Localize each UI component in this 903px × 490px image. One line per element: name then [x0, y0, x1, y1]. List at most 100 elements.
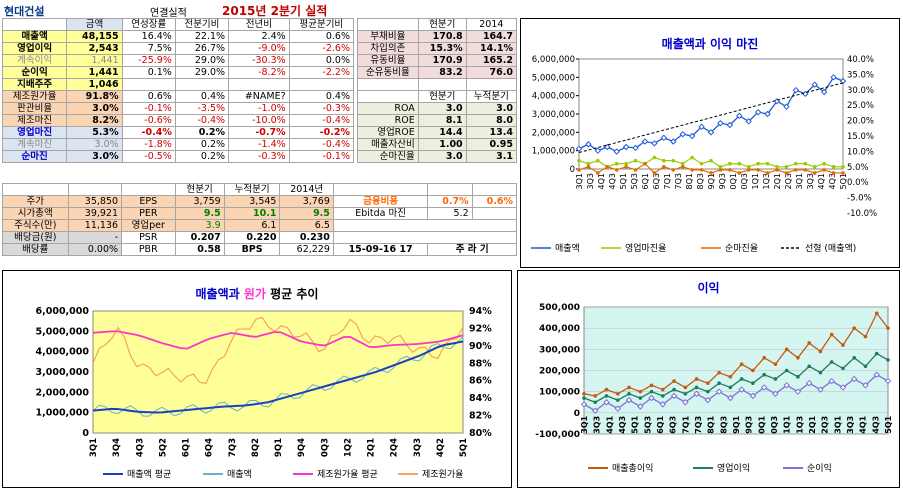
value-cell: 9.5 [279, 207, 334, 220]
x-tick-label: 7Q3 [694, 416, 703, 434]
metric-label: EPS [121, 195, 176, 208]
y-tick-label: 6,000,000 [36, 306, 90, 317]
data-point-revenue [764, 110, 771, 118]
series-line-op-margin-point [662, 158, 666, 163]
row-label: ROE [357, 113, 419, 127]
x-tick-label: 3Q1 [89, 438, 99, 457]
value-cell: #NAME? [228, 90, 290, 103]
y2-tick-label: 20.0% [847, 117, 874, 127]
x-tick-label: 9Q1 [707, 173, 716, 189]
y-tick-label: 300,000 [539, 345, 580, 355]
x-tick-label: 9Q4 [297, 438, 307, 457]
x-tick-label: 5Q1 [884, 415, 893, 433]
series-line-net-margin-point [737, 171, 742, 175]
data-point-1 [762, 372, 766, 377]
y-tick-label: 0 [82, 428, 89, 439]
x-tick-label: 7Q1 [663, 173, 672, 189]
row-label: 계속이익 [1, 54, 68, 67]
value-cell: 11,136 [67, 219, 123, 232]
value-cell: -0.5% [121, 150, 176, 163]
x-tick-label: 8Q3 [719, 416, 728, 434]
series-line-net-margin-point [794, 168, 798, 172]
data-point-revenue [604, 143, 611, 151]
income-table: 금액 연성장률 전분기비 전년비 평균분기비 매출액 48,155 16.4% 22.1% 2.4… [1, 18, 355, 163]
data-point-revenue [820, 88, 828, 96]
row-label: 주식수(만) [2, 219, 69, 232]
value-cell: -0.3% [288, 102, 355, 115]
x-tick-label: 2Q3 [784, 173, 793, 189]
header-cell: 현분기 [417, 18, 467, 31]
legend-label: 매출액 [227, 468, 252, 480]
data-point-1 [773, 377, 778, 381]
data-point-revenue [632, 144, 639, 152]
timestamp: 15-09-16 17 [332, 243, 429, 256]
legend-label: 매출액 [555, 242, 580, 254]
y-tick-label: 0 [574, 409, 580, 419]
series-line-revenue [92, 336, 464, 417]
table-row: 영업이익 2,543 7.5% 26.7% -9.0% -2.6% [1, 42, 355, 55]
spacer [465, 78, 518, 91]
value-cell: 0.58 [174, 243, 225, 256]
header-cell [471, 183, 518, 196]
series-line-op-margin-point [709, 158, 713, 163]
series-line-op-margin-point [812, 165, 817, 169]
series-line-op-margin-point [756, 161, 760, 166]
x-tick-label: 3Q1 [795, 173, 804, 189]
value-cell: 0.7% [427, 195, 473, 208]
x-tick-label: 4Q3 [608, 173, 617, 189]
data-point-0 [717, 370, 721, 375]
value-cell: 8.0 [465, 113, 518, 127]
series-line-op-margin-point [728, 161, 732, 166]
value-cell: 1,441 [66, 54, 123, 67]
header-cell: 전년비 [228, 18, 290, 31]
value-cell: BPS [223, 243, 281, 256]
header-cell: 현분기 [174, 183, 225, 196]
metric-label: 금융비용 [332, 195, 429, 208]
data-point-0 [874, 311, 879, 316]
x-tick-label: 6Q4 [205, 438, 215, 457]
value-cell: 7.5% [121, 42, 176, 55]
row-label: 순유동비율 [357, 66, 419, 79]
data-point-0 [683, 385, 688, 390]
value-cell: 39,921 [67, 207, 123, 220]
series-line-2 [583, 373, 889, 412]
y2-tick-label: 90% [469, 341, 492, 352]
value-cell: 3.0 [417, 149, 467, 163]
value-cell: 0.6% [471, 195, 518, 208]
y-tick-label: 6,000,000 [532, 55, 575, 65]
x-tick-label: 7Q3 [674, 173, 683, 189]
x-tick-label: 2Q3 [821, 416, 830, 434]
x-tick-label: 8Q2 [251, 438, 261, 457]
value-cell: 3,769 [279, 195, 334, 208]
spacer [417, 78, 467, 91]
data-point-2 [738, 386, 745, 393]
row-label: 순이익 [1, 66, 68, 79]
legend-label: 순마진율 [725, 243, 758, 254]
row-label: 순마진율 [357, 149, 419, 163]
y2-tick-label: 86% [469, 376, 492, 387]
value-cell: 6.1 [223, 219, 281, 232]
data-point-2 [851, 375, 858, 383]
data-point-1 [796, 375, 800, 379]
data-point-2 [648, 394, 655, 402]
x-tick-label: 1Q1 [751, 173, 760, 189]
y2-tick-label: -10.0% [847, 209, 877, 219]
series-line-net-margin-point [633, 168, 638, 172]
x-tick-label: 7Q3 [228, 438, 238, 457]
data-point-0 [672, 379, 676, 383]
data-point-revenue [613, 148, 620, 155]
x-tick-label: 2Q4 [390, 438, 400, 457]
value-cell: 22.1% [174, 30, 230, 43]
data-point-revenue [745, 118, 752, 125]
data-point-0 [582, 391, 586, 396]
y2-tick-label: 40.0% [847, 55, 874, 65]
table-row: 계속이익 1,441 -25.9% 29.0% -30.3% 0.0% [1, 54, 355, 67]
value-cell: -0.3% [228, 150, 290, 163]
data-point-1 [874, 351, 879, 356]
series-line-revenue-avg [92, 340, 464, 414]
x-tick-label: 1Q3 [762, 173, 771, 189]
data-point-0 [807, 341, 811, 345]
revenue-margin-chart: 매출액과 이익 마진 0 1,000,000 2,000,000 3,000,000 4… [520, 18, 900, 268]
header-cell: 금액 [66, 18, 123, 31]
series-line-net-margin-point [812, 171, 817, 175]
